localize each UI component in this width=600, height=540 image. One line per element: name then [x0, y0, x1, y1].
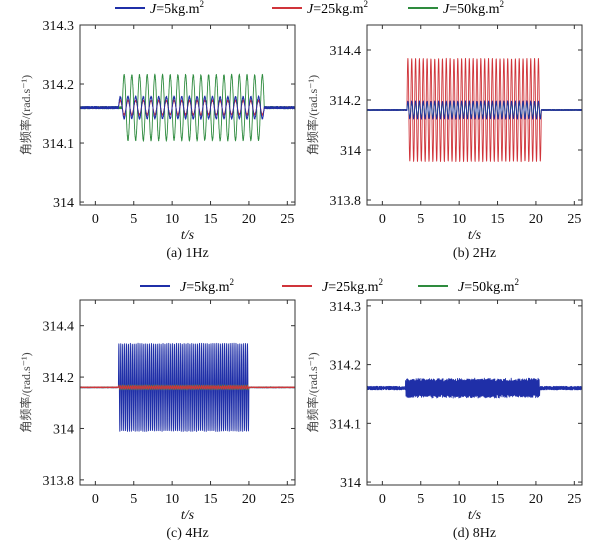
y-tick-label: 314.2 [330, 94, 362, 109]
panel-caption: (d) 8Hz [453, 526, 496, 540]
panel-c-4hz: 0 5 10 15 20 25 313.8 314 314.2 314.4 t/s (c) 4Hz 角频… [18, 299, 296, 540]
panel-caption: (a) 1Hz [166, 246, 208, 261]
series-line [367, 100, 582, 120]
x-tick-label: 15 [204, 212, 218, 227]
y-tick-label: 314.2 [43, 78, 75, 93]
legend-label-25-b: J=25kg.m2 [322, 277, 383, 295]
x-axis-label: t/s [181, 228, 195, 243]
y-axis-label: 角频率/(rad.s⁻¹) [18, 75, 33, 155]
x-tick-label: 0 [92, 212, 99, 227]
panel-caption: (c) 4Hz [166, 526, 208, 540]
x-tick-label: 0 [379, 492, 386, 507]
series-group [80, 342, 295, 432]
x-axis-label: t/s [181, 508, 195, 523]
panel-a-1hz: 0 5 10 15 20 25 314 314.1 314.2 314.3 t/s (a) 1Hz 角频… [18, 19, 296, 261]
x-tick-label: 10 [165, 492, 179, 507]
panel-caption: (b) 2Hz [453, 246, 496, 261]
legend-label-50: J=50kg.m2 [443, 0, 504, 17]
y-tick-label: 314 [340, 476, 361, 491]
x-tick-label: 15 [204, 492, 218, 507]
legend-label-50-b: J=50kg.m2 [458, 277, 519, 295]
series-line [80, 385, 295, 390]
x-tick-label: 10 [452, 212, 466, 227]
x-tick-label: 5 [130, 492, 137, 507]
x-tick-label: 20 [242, 492, 256, 507]
y-tick-label: 313.8 [43, 474, 75, 489]
x-tick-label: 25 [280, 212, 294, 227]
x-tick-label: 15 [491, 492, 505, 507]
y-tick-label: 314 [53, 196, 74, 211]
x-axis-label: t/s [468, 228, 482, 243]
axes-frame [366, 24, 583, 206]
axes-frame [79, 24, 296, 206]
series-group [367, 377, 582, 399]
series-group [367, 57, 582, 163]
y-tick-label: 314.2 [330, 359, 362, 374]
series-group [80, 73, 295, 142]
x-axis-label: t/s [468, 508, 482, 523]
y-tick-label: 314.3 [43, 19, 75, 34]
legend-label-25: J=25kg.m2 [307, 0, 368, 17]
y-axis-label: 角频率/(rad.s⁻¹) [305, 75, 320, 155]
y-tick-label: 314.3 [330, 300, 362, 315]
series-line [80, 95, 295, 120]
axes-frame [79, 299, 296, 486]
legend-top: J=5kg.m2 J=25kg.m2 J=50kg.m2 [115, 0, 504, 17]
axes-frame [366, 299, 583, 486]
legend-label-5-b: J=5kg.m2 [180, 277, 234, 295]
panel-d-8hz: 0 5 10 15 20 25 314 314.1 314.2 314.3 t/s (d) 8Hz 角频… [305, 299, 583, 540]
y-tick-label: 314 [340, 144, 361, 159]
y-tick-label: 313.8 [330, 194, 362, 209]
x-tick-label: 5 [130, 212, 137, 227]
series-line [367, 377, 582, 399]
x-tick-label: 10 [165, 212, 179, 227]
x-tick-label: 20 [529, 212, 543, 227]
x-tick-label: 20 [242, 212, 256, 227]
x-tick-label: 0 [92, 492, 99, 507]
x-tick-label: 25 [280, 492, 294, 507]
y-tick-label: 314.1 [330, 417, 362, 432]
legend-label-5: J=5kg.m2 [150, 0, 204, 17]
x-tick-label: 25 [567, 212, 581, 227]
y-tick-label: 314.1 [43, 137, 75, 152]
y-axis-label: 角频率/(rad.s⁻¹) [305, 352, 320, 432]
panel-b-2hz: 0 5 10 15 20 25 313.8 314 314.2 314.4 t/s (b) 2Hz 角频… [305, 24, 583, 261]
y-tick-label: 314.4 [330, 44, 362, 59]
x-tick-label: 20 [529, 492, 543, 507]
x-tick-label: 15 [491, 212, 505, 227]
x-tick-label: 25 [567, 492, 581, 507]
x-tick-label: 0 [379, 212, 386, 227]
y-axis-label: 角频率/(rad.s⁻¹) [18, 352, 33, 432]
x-tick-label: 5 [417, 212, 424, 227]
x-tick-label: 10 [452, 492, 466, 507]
y-tick-label: 314 [53, 422, 74, 437]
y-tick-label: 314.2 [43, 371, 75, 386]
x-tick-label: 5 [417, 492, 424, 507]
y-tick-label: 314.4 [43, 320, 75, 335]
legend-middle: J=5kg.m2 J=25kg.m2 J=50kg.m2 [140, 277, 519, 295]
